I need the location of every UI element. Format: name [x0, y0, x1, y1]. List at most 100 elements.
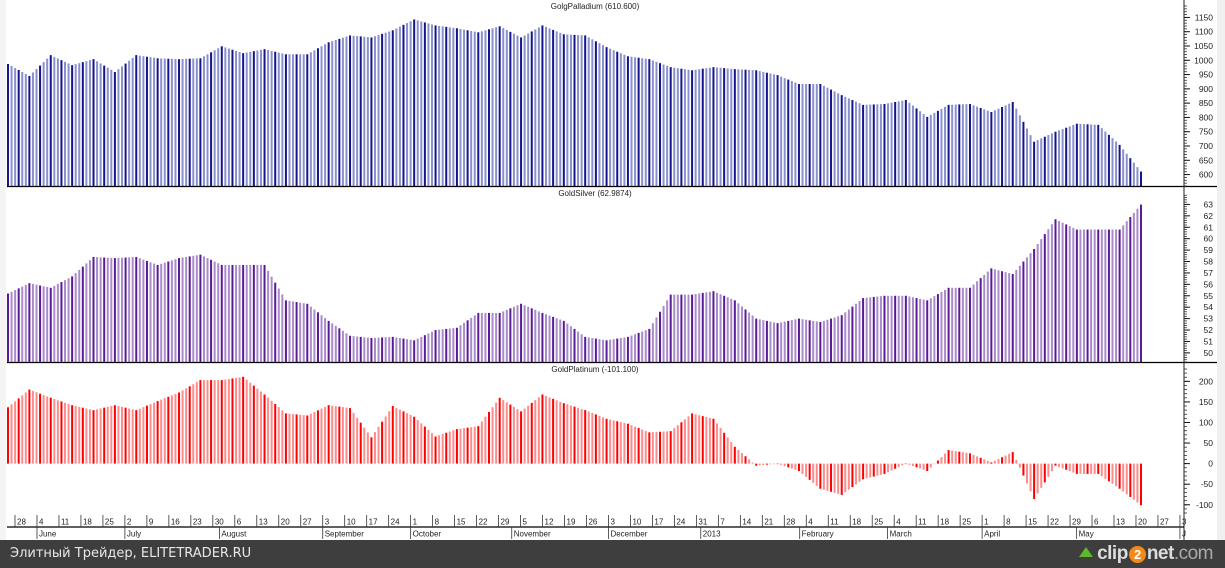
- bar: [979, 278, 982, 362]
- bar: [1054, 463, 1057, 466]
- bar: [249, 51, 252, 187]
- bar: [748, 69, 751, 186]
- bar: [1061, 129, 1064, 186]
- bar: [64, 402, 67, 464]
- bar: [71, 65, 74, 186]
- x-month-label: April: [984, 530, 1000, 539]
- bar: [837, 316, 840, 362]
- bar: [341, 407, 344, 464]
- bar: [192, 58, 195, 186]
- bar: [327, 405, 330, 464]
- bar: [854, 463, 857, 485]
- bar: [505, 402, 508, 464]
- bar: [701, 416, 704, 464]
- bar: [908, 296, 911, 362]
- bar: [160, 399, 163, 464]
- bar: [202, 380, 205, 464]
- bar: [1104, 131, 1107, 186]
- bar: [872, 463, 875, 477]
- bar: [142, 407, 145, 464]
- bar: [1065, 463, 1068, 470]
- bar: [769, 321, 772, 362]
- bar: [438, 329, 441, 362]
- bar: [523, 305, 526, 362]
- bar: [46, 396, 49, 464]
- y-tick-label: 56: [1204, 279, 1214, 289]
- bar: [224, 379, 227, 464]
- bar: [366, 337, 369, 362]
- bar: [872, 104, 875, 186]
- bar: [170, 395, 173, 464]
- bar: [231, 378, 234, 464]
- bar: [737, 449, 740, 464]
- bar: [986, 110, 989, 186]
- bar: [1132, 212, 1135, 362]
- bar: [961, 104, 964, 186]
- bar: [206, 54, 209, 186]
- bar: [466, 30, 469, 186]
- bar: [235, 50, 238, 186]
- bar: [1082, 124, 1085, 186]
- bar: [320, 408, 323, 464]
- bar: [616, 338, 619, 362]
- bar: [851, 463, 854, 488]
- bar: [755, 318, 758, 362]
- bar: [181, 257, 184, 362]
- bar: [619, 53, 622, 186]
- bar: [92, 59, 95, 186]
- bar: [944, 289, 947, 362]
- bar: [951, 104, 954, 186]
- bar: [997, 458, 1000, 464]
- bar: [416, 420, 419, 464]
- bar: [1011, 102, 1014, 186]
- bar: [178, 258, 181, 362]
- bar: [1068, 226, 1071, 362]
- y-tick-label: 1100: [1195, 27, 1214, 37]
- clip2net-logo[interactable]: clip 2 net .com: [1079, 543, 1214, 565]
- bar: [609, 419, 612, 464]
- bar: [427, 333, 430, 362]
- bar: [185, 256, 188, 362]
- bar: [349, 408, 352, 464]
- bar: [847, 309, 850, 362]
- bar: [252, 51, 255, 186]
- bar: [245, 379, 248, 464]
- bar: [163, 398, 166, 464]
- bar: [683, 419, 686, 464]
- bar: [413, 416, 416, 464]
- bar: [1129, 158, 1132, 186]
- bar: [940, 108, 943, 186]
- bar: [659, 431, 662, 464]
- bar: [213, 50, 216, 186]
- bar: [217, 48, 220, 186]
- bar: [324, 44, 327, 186]
- bar: [487, 312, 490, 362]
- bar: [206, 380, 209, 464]
- bar: [338, 328, 341, 362]
- bar: [124, 407, 127, 464]
- bar: [708, 67, 711, 186]
- bar: [92, 410, 95, 464]
- bar: [637, 57, 640, 187]
- y-tick-label: 58: [1204, 257, 1214, 267]
- bar: [1107, 229, 1110, 362]
- bar: [313, 309, 316, 362]
- bar: [951, 450, 954, 464]
- bar: [769, 73, 772, 186]
- bar: [88, 409, 91, 464]
- bar: [288, 300, 291, 362]
- bar: [281, 294, 284, 362]
- bar: [430, 331, 433, 362]
- bar: [1107, 463, 1110, 482]
- bar: [103, 65, 106, 186]
- ratio-charts: GolgPalladium (610.600)60065070075080085…: [7, 0, 1217, 540]
- bar: [940, 291, 943, 362]
- bar: [135, 55, 138, 186]
- bar: [413, 19, 416, 187]
- bar: [46, 58, 49, 187]
- bar: [35, 284, 38, 362]
- bar: [534, 29, 537, 187]
- bar: [138, 258, 141, 362]
- bar: [53, 56, 56, 187]
- bar: [459, 28, 462, 187]
